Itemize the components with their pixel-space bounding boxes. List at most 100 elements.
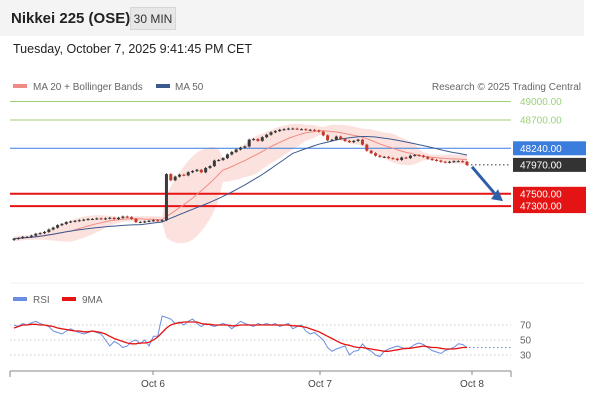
level-label-1: 48700.00	[520, 115, 562, 126]
candle-body-80	[360, 139, 364, 145]
candle-body-26	[125, 216, 129, 218]
candle-body-46	[212, 160, 216, 167]
candle-body-102	[456, 161, 460, 163]
candle-body-98	[439, 160, 443, 162]
rsi-line	[13, 315, 468, 358]
candle-body-39	[182, 174, 186, 176]
instrument-title: Nikkei 225 (OSE)	[11, 10, 131, 27]
candle-body-8	[47, 229, 51, 232]
candle-body-44	[204, 167, 208, 173]
chart-datetime: Tuesday, October 7, 2025 9:41:45 PM CET	[13, 42, 253, 56]
candle-body-4	[29, 235, 33, 237]
candle-body-79	[356, 139, 360, 141]
ma20-line	[13, 130, 468, 240]
rsi-ma-legend-swatch	[62, 297, 76, 301]
candle-body-78	[352, 140, 356, 143]
candle-body-66	[299, 129, 303, 131]
candle-body-43	[199, 169, 203, 173]
candle-body-84	[378, 155, 382, 157]
candle-body-33	[156, 220, 160, 222]
ma50-legend-swatch	[156, 84, 170, 88]
candle-body-95	[426, 156, 430, 159]
candle-body-14	[73, 220, 77, 222]
candle-body-29	[138, 222, 142, 224]
candle-body-73	[330, 139, 334, 141]
candle-body-10	[56, 225, 60, 228]
rsi-level-label-1: 50	[520, 336, 532, 347]
candle-body-82	[369, 150, 373, 154]
candle-body-89	[400, 157, 404, 160]
candle-body-93	[417, 155, 421, 157]
candle-body-11	[60, 223, 64, 226]
candle-body-64	[291, 128, 295, 130]
candle-body-5	[34, 233, 38, 236]
candle-body-52	[239, 147, 242, 150]
candle-body-81	[365, 144, 369, 151]
candle-body-97	[435, 159, 439, 161]
candle-body-15	[77, 220, 81, 222]
candle-body-91	[408, 155, 412, 159]
candle-body-90	[404, 157, 408, 159]
rsi-ma-legend-label: 9MA	[82, 295, 103, 306]
candle-body-27	[130, 217, 134, 220]
candle-body-100	[448, 161, 452, 163]
x-tick-label-2: Oct 8	[460, 379, 484, 390]
candle-body-0	[12, 238, 16, 240]
candle-body-92	[413, 155, 417, 157]
level-label-4: 47500.00	[520, 189, 562, 200]
candle-body-9	[51, 227, 55, 230]
rsi-ma-line	[13, 321, 467, 352]
candle-body-49	[225, 154, 229, 159]
candle-body-17	[86, 219, 90, 221]
level-label-bg-3	[513, 157, 586, 172]
candle-body-94	[421, 155, 425, 157]
candle-body-20	[99, 218, 103, 220]
candle-body-38	[178, 174, 182, 177]
candle-body-56	[256, 139, 260, 141]
candle-body-35	[164, 174, 168, 221]
candle-body-96	[430, 158, 434, 160]
candle-body-16	[82, 219, 86, 221]
ma50-line	[13, 136, 468, 240]
candle-body-83	[374, 153, 378, 156]
candle-body-34	[160, 220, 164, 222]
candle-body-45	[208, 166, 212, 168]
candle-body-62	[282, 129, 286, 131]
candle-body-19	[95, 218, 99, 220]
candle-body-101	[452, 161, 456, 163]
level-label-bg-4	[513, 186, 586, 201]
candle-body-51	[234, 149, 238, 152]
candle-body-59	[269, 132, 273, 135]
ma20-legend-label: MA 20 + Bollinger Bands	[33, 82, 143, 93]
candle-body-69	[313, 129, 317, 131]
rsi-legend-swatch	[13, 297, 27, 301]
candle-body-47	[217, 159, 221, 161]
ma20-legend-swatch	[13, 84, 27, 88]
level-label-5: 47300.00	[520, 202, 562, 213]
chart-header: Nikkei 225 (OSE) 30 MIN	[0, 0, 584, 36]
candle-body-7	[42, 231, 46, 234]
candle-body-18	[90, 219, 94, 221]
candle-body-86	[387, 156, 391, 159]
candle-body-6	[38, 233, 42, 235]
candle-body-13	[69, 221, 73, 223]
candle-body-60	[273, 131, 277, 133]
candle-body-72	[326, 135, 330, 141]
x-tick-label-1: Oct 7	[308, 379, 332, 390]
bollinger-band	[14, 123, 467, 244]
candle-body-57	[260, 137, 264, 141]
level-label-bg-2	[513, 141, 586, 156]
candle-body-3	[25, 236, 29, 238]
level-label-2: 48240.00	[520, 144, 562, 155]
projection-arrow-shaft	[470, 165, 499, 198]
level-label-0: 49000.00	[520, 97, 562, 108]
candle-body-1	[16, 238, 20, 240]
candle-body-28	[134, 219, 138, 223]
candle-body-32	[151, 220, 155, 222]
timeframe-button[interactable]: 30 MIN	[130, 7, 176, 30]
rsi-level-label-0: 70	[520, 321, 532, 332]
candle-body-55	[252, 139, 256, 141]
candle-body-71	[321, 131, 325, 136]
candle-body-36	[169, 174, 173, 181]
candle-body-67	[304, 129, 308, 131]
